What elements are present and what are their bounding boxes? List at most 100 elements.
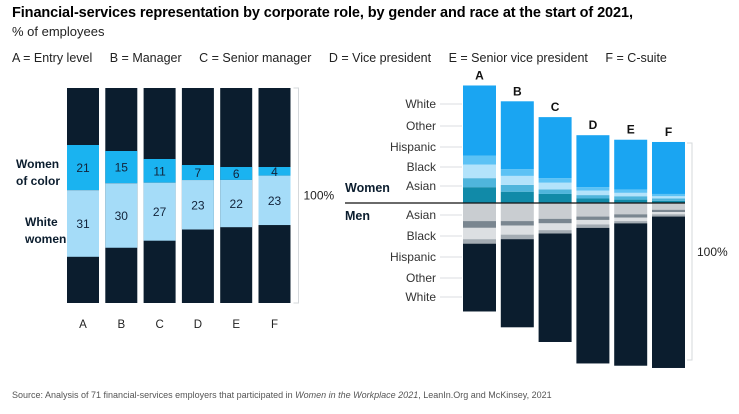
- right-bar-a-men-white: [463, 243, 496, 312]
- right-bar-d-women-white: [576, 135, 610, 188]
- left-label-d-white-women: 23: [191, 198, 205, 212]
- right-bar-b-men-black: [500, 221, 534, 226]
- legend-entry-a: A = Entry level: [12, 51, 93, 65]
- right-bar-d-women-black: [576, 195, 610, 199]
- right-x-tick-e: E: [627, 123, 635, 137]
- right-x-tick-c: C: [551, 100, 560, 114]
- right-men-label-white: White: [405, 290, 436, 304]
- right-bar-a-men-hispanic: [463, 227, 496, 240]
- right-bar-e-men-asian: [614, 203, 648, 215]
- right-group-label-men: Men: [345, 209, 370, 223]
- right-bar-f-men-black: [652, 209, 685, 213]
- left-x-tick-a: A: [79, 319, 87, 331]
- left-bar-d-white-women: [181, 180, 214, 230]
- left-series-label-women-of-color-2: of color: [16, 174, 60, 188]
- right-bar-c-women-hispanic: [538, 182, 572, 190]
- right-bar-a-women-black: [463, 178, 496, 188]
- left-label-e-white-women: 22: [230, 197, 244, 211]
- legend-entry-e: E = Senior vice president: [448, 51, 588, 65]
- left-bar-c-white-women: [143, 182, 176, 241]
- right-x-tick-a: A: [475, 68, 484, 82]
- legend-entry-c: C = Senior manager: [199, 51, 312, 65]
- left-bar-b-women-of-color: [105, 151, 138, 184]
- right-bar-f-women-other: [652, 193, 685, 197]
- left-x-tick-b: B: [117, 319, 125, 331]
- right-bar-d-men-white: [576, 227, 610, 364]
- right-bar-d-women-other: [576, 187, 610, 191]
- right-bar-c-women-asian: [538, 193, 572, 203]
- right-bar-d-men-black: [576, 216, 610, 220]
- right-bar-a-women-white: [463, 85, 496, 156]
- left-x-tick-f: F: [271, 319, 278, 331]
- left-bar-f-women-of-color: [258, 167, 291, 176]
- right-bar-e-women-white: [614, 139, 648, 190]
- right-women-label-black: Black: [407, 160, 437, 174]
- left-label-a-white-women: 31: [76, 217, 90, 231]
- right-x-tick-b: B: [513, 84, 522, 98]
- right-100-bracket: [687, 142, 693, 361]
- left-label-b-white-women: 30: [115, 209, 129, 223]
- left-bar-a-women-of-color: [67, 145, 99, 191]
- right-bar-f-women-hispanic: [652, 196, 685, 199]
- left-label-b-women-of-color: 15: [115, 161, 129, 175]
- left-x-tick-c: C: [155, 319, 163, 331]
- right-bar-b-men-white: [500, 239, 534, 328]
- right-bar-d-men-hispanic: [576, 219, 610, 225]
- right-bar-e-women-asian: [614, 199, 648, 203]
- right-bar-e-men-hispanic: [614, 217, 648, 222]
- right-men-label-asian: Asian: [406, 208, 436, 222]
- right-bar-d-women-asian: [576, 198, 610, 203]
- right-bar-a-men-asian: [463, 203, 496, 222]
- right-bar-d-men-other: [576, 224, 610, 228]
- left-label-f-women-of-color: 4: [271, 165, 278, 179]
- role-legend: A = Entry level B = Manager C = Senior m…: [12, 51, 681, 65]
- legend-entry-f: F = C-suite: [605, 51, 667, 65]
- left-label-c-women-of-color: 11: [153, 164, 166, 178]
- left-label-e-women-of-color: 6: [233, 167, 240, 181]
- right-men-label-hispanic: Hispanic: [390, 250, 436, 264]
- right-bar-c-women-white: [538, 117, 572, 179]
- left-x-tick-d: D: [194, 319, 202, 331]
- right-bar-c-men-hispanic: [538, 223, 572, 231]
- left-x-tick-e: E: [232, 319, 240, 331]
- right-bar-f-men-hispanic: [652, 212, 685, 215]
- right-bar-c-men-white: [538, 233, 572, 342]
- right-group-label-women: Women: [345, 181, 390, 195]
- right-bar-a-women-asian: [463, 187, 496, 203]
- chart-title: Financial-services representation by cor…: [12, 5, 633, 21]
- right-bar-e-men-other: [614, 221, 648, 224]
- right-women-label-asian: Asian: [406, 179, 436, 193]
- right-men-label-other: Other: [406, 271, 436, 285]
- right-bar-e-women-other: [614, 189, 648, 193]
- right-x-tick-d: D: [589, 118, 598, 132]
- right-100-label: 100%: [697, 245, 728, 259]
- left-bar-f-white-women: [258, 175, 291, 226]
- right-bar-c-men-black: [538, 218, 572, 224]
- left-label-a-women-of-color: 21: [76, 161, 90, 175]
- left-series-label-white-women-1: White: [25, 215, 58, 229]
- left-bar-d-women-of-color: [181, 165, 214, 181]
- left-bar-b-white-women: [105, 183, 138, 248]
- right-bar-a-men-black: [463, 221, 496, 228]
- right-bar-e-women-black: [614, 196, 648, 200]
- right-bar-a-men-other: [463, 239, 496, 244]
- right-women-label-white: White: [405, 97, 436, 111]
- right-bar-c-men-asian: [538, 203, 572, 219]
- left-label-d-women-of-color: 7: [195, 166, 202, 180]
- right-bar-f-men-asian: [652, 203, 685, 210]
- right-bar-e-men-black: [614, 214, 648, 218]
- legend-entry-b: B = Manager: [109, 51, 182, 65]
- right-bar-b-men-asian: [500, 203, 534, 222]
- left-100-label: 100%: [304, 189, 335, 203]
- right-x-tick-f: F: [665, 125, 672, 139]
- right-bar-f-men-white: [652, 216, 685, 368]
- left-bar-e-women-of-color: [220, 167, 253, 180]
- right-bar-c-men-other: [538, 230, 572, 234]
- right-men-label-black: Black: [407, 229, 437, 243]
- left-series-label-women-of-color-1: Women: [16, 157, 59, 171]
- right-women-label-other: Other: [406, 119, 436, 133]
- right-bar-b-men-other: [500, 234, 534, 240]
- right-bar-b-women-asian: [500, 191, 534, 203]
- right-bar-b-women-white: [500, 101, 534, 170]
